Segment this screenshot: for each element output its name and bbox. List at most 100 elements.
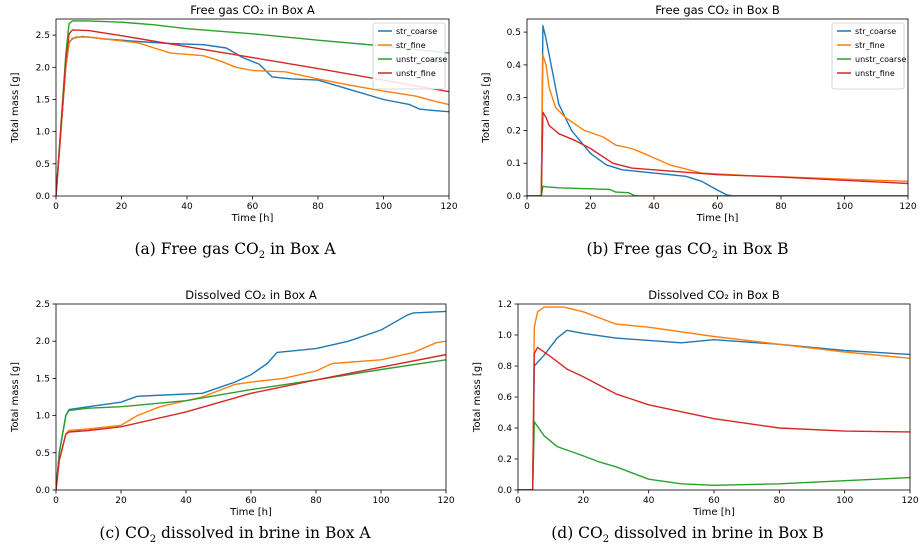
series-group (56, 20, 449, 196)
x-tick-label: 20 (585, 202, 597, 212)
y-tick-label: 1.0 (36, 412, 51, 422)
chart-panel-dissolved-box-b: Dissolved CO₂ in Box B 0 20 40 60 80 100 120 0.0… (460, 285, 920, 525)
y-tick-label: 1.5 (36, 374, 50, 384)
series-line-str-fine (56, 36, 449, 196)
chart-title: Dissolved CO₂ in Box A (185, 288, 317, 302)
caption-d-prefix: (d) CO (551, 524, 603, 542)
series-line-3 (56, 353, 446, 490)
x-tick-label: 60 (712, 202, 724, 212)
legend-label-unstr-coarse: unstr_coarse (396, 55, 447, 64)
legend-label-unstr-fine: unstr_fine (396, 69, 436, 78)
y-tick-label: 1.5 (36, 95, 50, 105)
y-tick-label: 0.2 (507, 126, 521, 136)
legend-label-unstr-fine: unstr_fine (855, 69, 895, 78)
chart-svg: Dissolved CO₂ in Box B 0 20 40 60 80 100 120 0.0… (472, 288, 919, 518)
chart-panel-dissolved-box-a: Dissolved CO₂ in Box A 0 20 40 60 80 100 120 0.0… (0, 285, 460, 525)
legend-label-unstr-coarse: unstr_coarse (855, 55, 906, 64)
series-line-unstr-coarse (56, 20, 449, 196)
x-tick-label: 20 (578, 496, 590, 506)
legend-label-str-coarse: str_coarse (855, 27, 896, 36)
x-tick-label: 120 (901, 496, 918, 506)
x-axis-label: Time [h] (229, 507, 272, 518)
series-line-unstr-fine (527, 111, 908, 196)
y-axis-label: Total mass [g] (472, 362, 483, 433)
x-tick-label: 100 (375, 202, 392, 212)
caption-c: (c) CO2 dissolved in brine in Box A (0, 524, 470, 545)
x-tick-label: 60 (708, 496, 720, 506)
y-tick-label: 0.0 (36, 192, 51, 202)
series-group (518, 306, 910, 490)
chart-title: Free gas CO₂ in Box A (190, 3, 315, 17)
y-tick-label: 0.0 (498, 486, 513, 496)
x-tick-label: 60 (247, 202, 259, 212)
caption-d-suffix: dissolved in brine in Box B (609, 524, 824, 542)
y-tick-label: 0.5 (507, 28, 521, 38)
series-line-0 (56, 310, 446, 490)
caption-a-sub: 2 (258, 250, 266, 262)
x-tick-label: 80 (774, 496, 786, 506)
y-tick-label: 1.0 (498, 331, 513, 341)
chart-svg: Free gas CO₂ in Box B 0 20 40 60 80 100 120 0.0 0… (481, 3, 917, 224)
y-tick-label: 2.5 (36, 31, 50, 41)
y-tick-label: 0.0 (36, 486, 51, 496)
series-line-2 (518, 421, 910, 490)
legend: str_coarse str_fine unstr_coarse unstr_fine (831, 22, 906, 90)
y-axis-label: Total mass [g] (10, 72, 21, 143)
caption-a-suffix: in Box A (265, 240, 336, 258)
chart-title: Dissolved CO₂ in Box B (648, 288, 780, 302)
y-tick-label: 2.5 (36, 300, 50, 310)
y-tick-label: 0.2 (498, 455, 512, 465)
y-tick-label: 2.0 (36, 63, 51, 73)
x-tick-label: 40 (643, 496, 655, 506)
x-tick-label: 80 (312, 202, 324, 212)
series-line-2 (56, 359, 446, 490)
y-tick-label: 0.5 (36, 160, 50, 170)
x-axis-label: Time [h] (231, 213, 274, 224)
x-tick-label: 20 (116, 202, 128, 212)
series-line-1 (518, 306, 910, 490)
x-tick-label: 0 (524, 202, 530, 212)
x-tick-label: 100 (836, 496, 853, 506)
series-line-unstr-coarse (527, 185, 908, 196)
series-line-str-coarse (527, 24, 908, 196)
chart-panel-free-gas-box-a: Free gas CO₂ in Box A 0 20 40 60 80 100 120 0.0 0… (0, 0, 460, 230)
caption-b-sub: 2 (711, 250, 718, 262)
y-tick-label: 0.3 (507, 94, 521, 104)
y-tick-label: 1.0 (36, 128, 51, 138)
caption-b-prefix: (b) Free gas CO (586, 240, 712, 258)
chart-title: Free gas CO₂ in Box B (655, 3, 780, 17)
caption-a-prefix: (a) Free gas CO (134, 240, 259, 258)
y-tick-label: 1.2 (498, 300, 512, 310)
caption-c-sub: 2 (149, 534, 157, 546)
caption-d-sub: 2 (602, 534, 610, 546)
chart-panel-free-gas-box-b: Free gas CO₂ in Box B 0 20 40 60 80 100 120 0.0 0… (460, 0, 920, 230)
x-tick-label: 80 (310, 496, 322, 506)
x-tick-label: 40 (181, 202, 193, 212)
legend-label-str-coarse: str_coarse (396, 27, 437, 36)
series-line-1 (56, 340, 446, 490)
x-tick-label: 120 (437, 496, 454, 506)
y-tick-label: 0.5 (36, 449, 50, 459)
x-tick-label: 60 (245, 496, 257, 506)
y-tick-label: 0.4 (507, 61, 522, 71)
series-group (56, 310, 446, 490)
x-axis-label: Time [h] (692, 507, 735, 518)
plot-frame (55, 303, 447, 491)
x-tick-label: 80 (775, 202, 787, 212)
caption-b-suffix: in Box B (717, 240, 789, 258)
y-tick-label: 0.4 (498, 424, 513, 434)
caption-d: (d) CO2 dissolved in brine in Box B (455, 524, 920, 545)
x-tick-label: 40 (648, 202, 660, 212)
legend-label-str-fine: str_fine (855, 41, 885, 50)
chart-svg: Dissolved CO₂ in Box A 0 20 40 60 80 100 120 0.0… (10, 288, 455, 518)
chart-svg: Free gas CO₂ in Box A 0 20 40 60 80 100 120 0.0 0… (10, 3, 458, 224)
x-tick-label: 120 (899, 202, 916, 212)
caption-b: (b) Free gas CO2 in Box B (455, 240, 920, 261)
x-axis-label: Time [h] (696, 213, 739, 224)
y-tick-label: 0.8 (498, 362, 513, 372)
caption-c-suffix: dissolved in brine in Box A (156, 524, 371, 542)
series-line-0 (518, 329, 910, 490)
x-tick-label: 100 (836, 202, 853, 212)
x-tick-label: 120 (440, 202, 457, 212)
y-axis-label: Total mass [g] (481, 72, 492, 143)
